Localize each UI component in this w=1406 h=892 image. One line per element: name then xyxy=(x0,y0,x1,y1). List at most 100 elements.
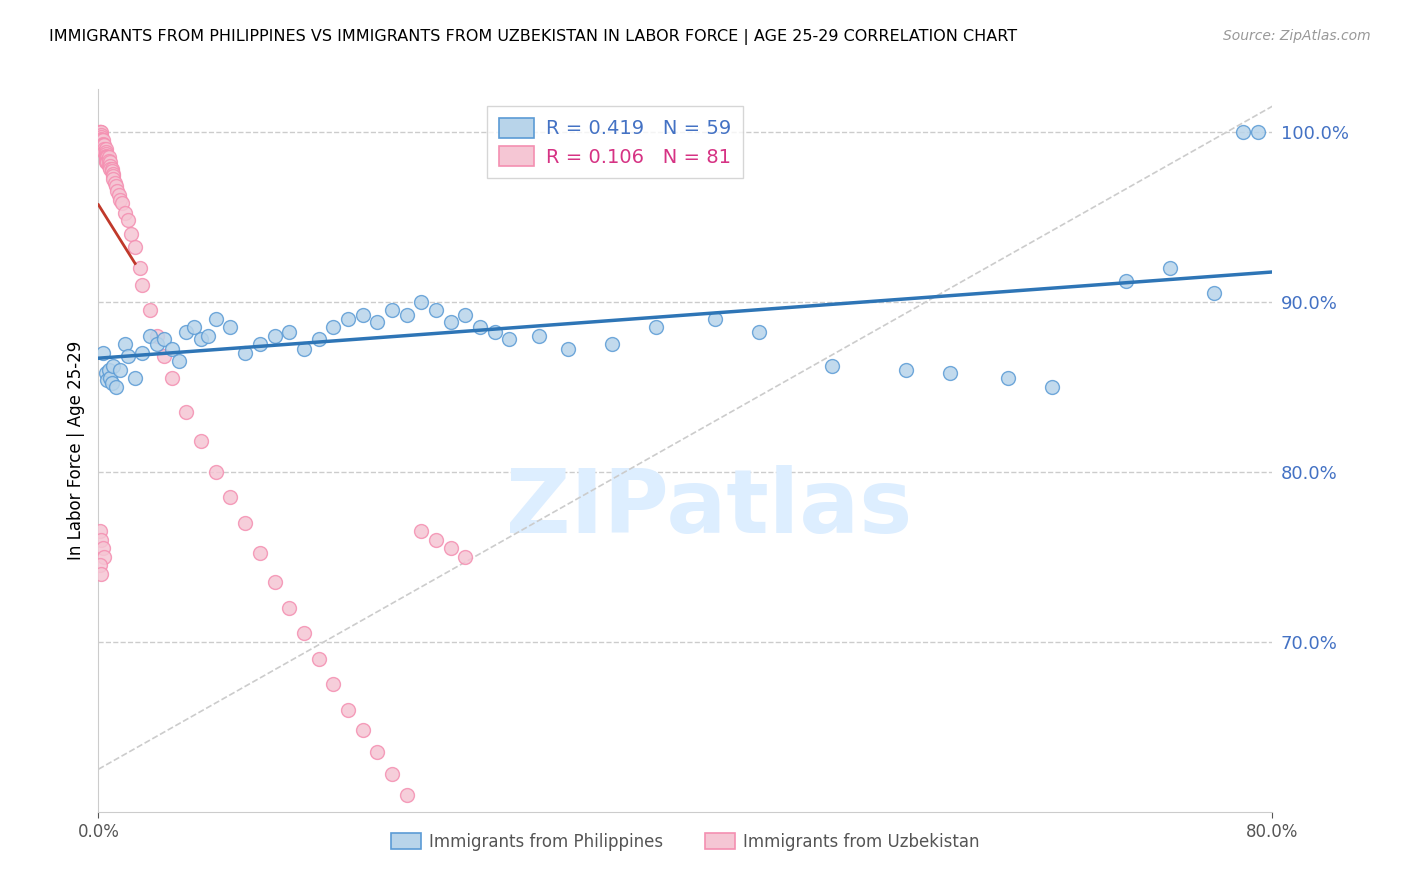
Point xyxy=(197,328,219,343)
Point xyxy=(263,575,285,590)
Point xyxy=(821,359,844,374)
Point xyxy=(703,311,725,326)
Point xyxy=(308,651,330,665)
Point xyxy=(93,549,115,564)
Point xyxy=(111,196,134,211)
Point xyxy=(131,345,153,359)
Point xyxy=(90,128,112,142)
Point xyxy=(498,332,520,346)
Point xyxy=(96,373,118,387)
Point xyxy=(176,405,198,419)
Point xyxy=(190,332,212,346)
Point xyxy=(91,136,114,151)
Point xyxy=(205,465,228,479)
Y-axis label: In Labor Force | Age 25-29: In Labor Force | Age 25-29 xyxy=(66,341,84,560)
Point xyxy=(1247,125,1270,139)
Point xyxy=(96,155,118,169)
Point xyxy=(91,345,114,359)
Point xyxy=(90,533,112,547)
Text: IMMIGRANTS FROM PHILIPPINES VS IMMIGRANTS FROM UZBEKISTAN IN LABOR FORCE | AGE 2: IMMIGRANTS FROM PHILIPPINES VS IMMIGRANT… xyxy=(49,29,1018,45)
Point xyxy=(94,366,117,380)
Point xyxy=(233,345,256,359)
Point xyxy=(322,320,344,334)
Point xyxy=(100,376,122,391)
Point xyxy=(101,359,124,374)
Point xyxy=(308,332,330,346)
Point xyxy=(439,541,461,556)
Point xyxy=(114,337,136,351)
Point xyxy=(124,371,146,385)
Point xyxy=(105,179,128,194)
Point xyxy=(93,145,115,160)
Point xyxy=(1159,260,1181,275)
Point xyxy=(90,125,112,139)
Point xyxy=(94,150,117,164)
Point xyxy=(131,277,153,292)
Point xyxy=(108,187,131,202)
Point xyxy=(557,343,579,357)
Point xyxy=(167,354,190,368)
Point xyxy=(94,152,117,166)
Point xyxy=(395,788,418,802)
Point xyxy=(411,524,433,539)
Point xyxy=(91,138,114,153)
Legend: Immigrants from Philippines, Immigrants from Uzbekistan: Immigrants from Philippines, Immigrants … xyxy=(384,826,987,857)
Point xyxy=(89,524,111,539)
Point xyxy=(94,146,117,161)
Point xyxy=(110,362,132,376)
Point xyxy=(107,184,129,198)
Point xyxy=(205,311,228,326)
Point xyxy=(153,332,176,346)
Point xyxy=(894,362,917,376)
Point xyxy=(93,142,115,156)
Point xyxy=(153,349,176,363)
Point xyxy=(98,162,121,177)
Point xyxy=(139,328,162,343)
Point xyxy=(219,320,242,334)
Point xyxy=(110,193,132,207)
Point xyxy=(90,131,112,145)
Point xyxy=(160,343,183,357)
Point xyxy=(527,328,550,343)
Point xyxy=(468,320,491,334)
Point xyxy=(139,303,162,318)
Point xyxy=(114,206,136,220)
Point xyxy=(645,320,668,334)
Point xyxy=(292,343,315,357)
Point xyxy=(117,213,139,227)
Point xyxy=(439,315,461,329)
Point xyxy=(263,328,285,343)
Point xyxy=(89,558,111,573)
Point xyxy=(105,380,128,394)
Point xyxy=(1115,274,1137,288)
Point xyxy=(336,311,359,326)
Point xyxy=(484,326,506,340)
Point xyxy=(100,163,122,178)
Text: Source: ZipAtlas.com: Source: ZipAtlas.com xyxy=(1223,29,1371,43)
Point xyxy=(94,155,117,169)
Point xyxy=(425,303,447,318)
Point xyxy=(381,767,404,781)
Point xyxy=(120,227,142,241)
Point xyxy=(90,566,112,581)
Point xyxy=(124,240,146,254)
Point xyxy=(98,155,121,169)
Point xyxy=(366,745,388,759)
Point xyxy=(89,125,111,139)
Point xyxy=(278,600,301,615)
Point xyxy=(94,142,117,156)
Point xyxy=(146,328,169,343)
Text: ZIPatlas: ZIPatlas xyxy=(506,465,912,552)
Point xyxy=(89,125,111,139)
Point xyxy=(381,303,404,318)
Point xyxy=(395,308,418,322)
Point xyxy=(96,150,118,164)
Point xyxy=(352,723,374,738)
Point xyxy=(233,516,256,530)
Point xyxy=(336,703,359,717)
Point xyxy=(411,294,433,309)
Point xyxy=(89,125,111,139)
Point xyxy=(98,371,121,385)
Point xyxy=(89,129,111,144)
Point xyxy=(292,626,315,640)
